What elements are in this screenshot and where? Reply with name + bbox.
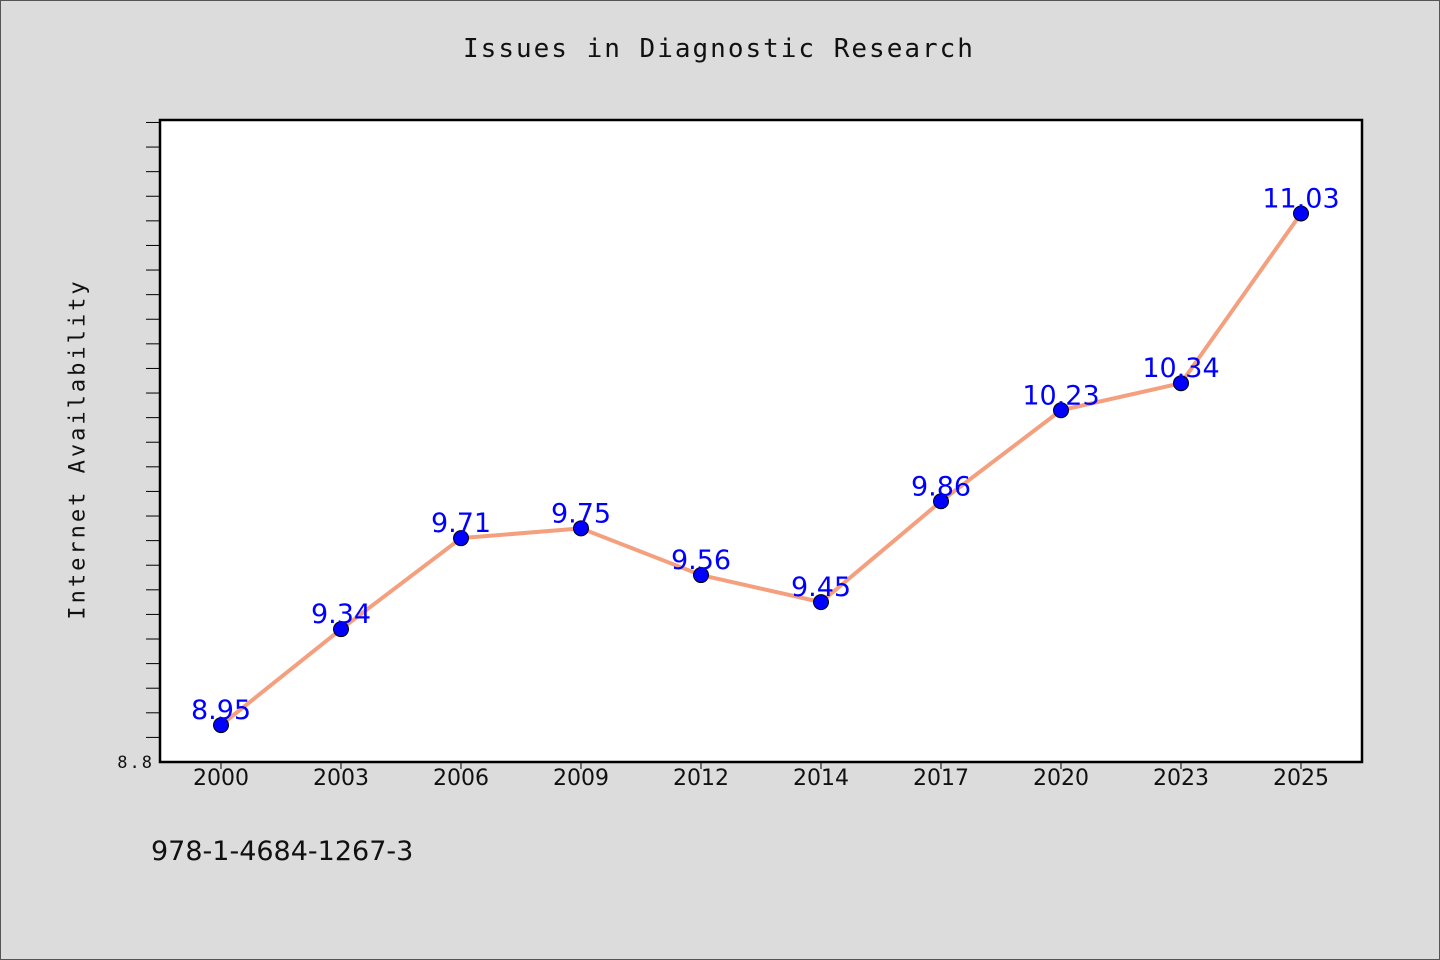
y-tick-label: 8.8 bbox=[117, 753, 154, 773]
data-label: 9.45 bbox=[791, 572, 851, 603]
data-point bbox=[453, 530, 469, 547]
x-tick-label: 2000 bbox=[193, 766, 249, 791]
data-point bbox=[693, 567, 709, 584]
chart-title: Issues in Diagnostic Research bbox=[463, 34, 975, 64]
data-point bbox=[813, 594, 829, 611]
data-point bbox=[1293, 205, 1309, 222]
x-tick-label: 2012 bbox=[673, 766, 729, 791]
data-label: 9.75 bbox=[551, 498, 611, 529]
x-tick-label: 2025 bbox=[1273, 766, 1329, 791]
data-label: 9.86 bbox=[911, 471, 971, 502]
data-label: 10.34 bbox=[1142, 353, 1219, 384]
plot-background bbox=[160, 120, 1362, 762]
data-point bbox=[213, 717, 229, 734]
data-label: 9.56 bbox=[671, 545, 731, 576]
data-label: 11.03 bbox=[1262, 183, 1339, 214]
data-label: 9.34 bbox=[311, 599, 371, 630]
data-point bbox=[573, 520, 589, 537]
series-line bbox=[219, 211, 1303, 728]
data-point bbox=[933, 493, 949, 510]
x-tick-label: 2009 bbox=[553, 766, 609, 791]
x-tick-label: 2020 bbox=[1033, 766, 1089, 791]
x-tick-label: 2003 bbox=[313, 766, 369, 791]
x-tick-label: 2023 bbox=[1153, 766, 1209, 791]
data-point bbox=[1053, 402, 1069, 419]
isbn-text: 978-1-4684-1267-3 bbox=[151, 836, 414, 867]
x-tick-label: 2006 bbox=[433, 766, 489, 791]
data-label: 9.71 bbox=[431, 508, 491, 539]
x-tick-label: 2017 bbox=[913, 766, 969, 791]
x-tick-label: 2014 bbox=[793, 766, 849, 791]
data-point bbox=[333, 621, 349, 638]
data-label: 10.23 bbox=[1022, 380, 1099, 411]
plot-border bbox=[158, 118, 1364, 764]
data-point bbox=[1173, 375, 1189, 392]
data-label: 8.95 bbox=[191, 695, 251, 726]
